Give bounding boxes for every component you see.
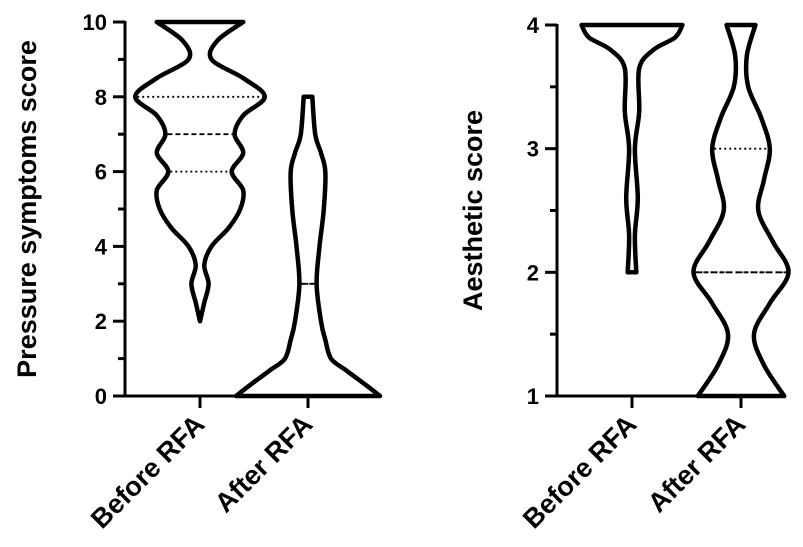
violin-before-rfa — [132, 19, 268, 324]
pressure-symptoms-panel: 0 2 4 6 8 10 Pressure symptoms score Before RFA… — [12, 10, 383, 534]
y-tick-label: 0 — [95, 384, 107, 409]
y-tick-label: 6 — [95, 160, 107, 185]
y-axis-title: Aesthetic score — [458, 110, 488, 311]
y-tick-label: 2 — [95, 309, 107, 334]
y-tick-label: 2 — [527, 260, 539, 285]
x-category-label: Before RFA — [85, 409, 210, 534]
violin-after-rfa — [233, 94, 383, 399]
x-category-label: After RFA — [642, 409, 751, 518]
y-tick-label: 1 — [527, 384, 539, 409]
x-category-label: Before RFA — [517, 409, 642, 534]
y-tick-label: 8 — [95, 85, 107, 110]
aesthetic-panel: 1 2 3 4 Aesthetic score Before RFA After RFA — [458, 13, 791, 534]
x-category-label: After RFA — [209, 409, 318, 518]
y-axis-title: Pressure symptoms score — [12, 40, 42, 378]
y-tick-label: 3 — [527, 137, 539, 162]
y-tick-label: 4 — [527, 13, 540, 38]
violin-before-rfa — [579, 22, 685, 275]
violin-after-rfa — [691, 22, 791, 399]
y-tick-label: 4 — [95, 234, 108, 259]
y-tick-label: 10 — [83, 10, 107, 35]
